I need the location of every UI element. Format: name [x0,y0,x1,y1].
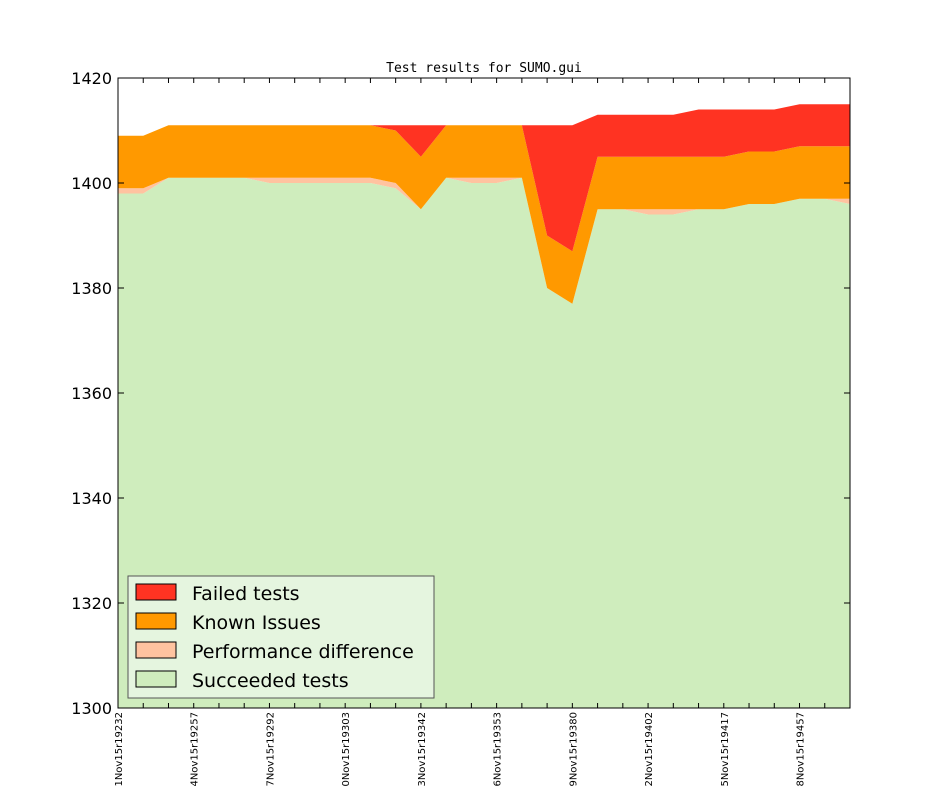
y-tick-label: 1400 [71,174,112,193]
y-tick-label: 1420 [71,69,112,88]
area-succeeded-tests [118,177,850,708]
legend-swatch [135,612,177,630]
chart-areas [118,104,850,708]
axis-ticks: 1300 1320 1340 1360 1380 1400 1420 1Nov15r19232… [71,69,851,787]
x-tick-label: 6Nov15r19353 [493,712,504,787]
y-tick-label: 1300 [71,699,112,718]
legend-swatch [135,641,177,659]
area-known-issues [118,125,850,304]
legend-swatch [135,583,177,601]
legend-label: Performance difference [192,641,414,663]
legend-box [127,575,435,699]
legend: Failed tests Known Issues Performance diff… [127,575,435,699]
area-failed-tests [118,104,850,252]
plot-frame [117,77,851,709]
x-tick-label: 9Nov15r19380 [568,712,579,787]
x-tick-label: 3Nov15r19342 [417,712,428,787]
legend-label: Failed tests [192,583,300,605]
legend-label: Known Issues [192,612,321,634]
x-tick-label: 8Nov15r19457 [796,712,807,787]
x-tick-label: 5Nov15r19417 [720,712,731,787]
x-tick-label: 4Nov15r19257 [190,712,201,787]
chart-title: Test results for SUMO.gui [386,61,582,76]
y-tick-label: 1320 [71,594,112,613]
x-tick-label: 7Nov15r19292 [265,712,276,787]
y-tick-label: 1360 [71,384,112,403]
x-tick-label: 0Nov15r19303 [341,712,352,787]
x-tick-label: 2Nov15r19402 [644,712,655,787]
y-tick-label: 1380 [71,279,112,298]
legend-label: Succeeded tests [192,670,349,692]
y-tick-label: 1340 [71,489,112,508]
x-tick-label: 1Nov15r19232 [114,712,125,787]
legend-swatch [135,670,177,688]
